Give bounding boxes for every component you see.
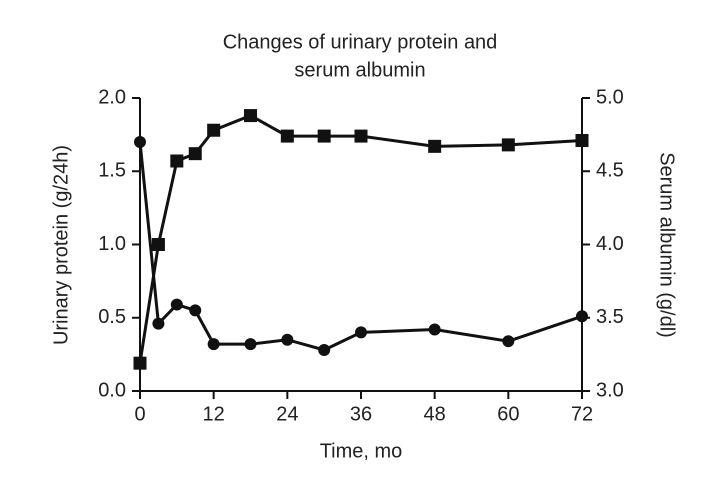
series-line — [138, 113, 583, 364]
y2-tick-label: 3.0 — [596, 379, 624, 401]
marker — [317, 129, 331, 143]
marker — [188, 147, 202, 161]
y-tick-label: 0.5 — [98, 306, 126, 328]
y2-tick-label: 3.5 — [596, 306, 624, 328]
marker — [428, 139, 442, 153]
x-tick-label: 12 — [203, 403, 225, 425]
y-tick-label: 2.0 — [98, 86, 126, 108]
y2-tick-label: 4.5 — [596, 160, 624, 182]
marker — [151, 238, 165, 251]
marker — [244, 109, 257, 123]
y-tick-label: 0.0 — [98, 379, 126, 401]
marker — [354, 129, 368, 143]
marker — [170, 298, 183, 311]
marker — [502, 335, 515, 348]
marker — [428, 323, 441, 336]
marker — [134, 135, 146, 148]
y2-tick-label: 4.0 — [596, 233, 624, 255]
x-tick-label: 24 — [276, 403, 298, 425]
marker — [207, 123, 221, 137]
marker — [576, 310, 588, 323]
chart-title: serum albumin — [294, 59, 425, 81]
marker — [280, 129, 294, 143]
y-axis-label: Urinary protein (g/24h) — [50, 145, 72, 345]
marker — [133, 356, 147, 370]
y2-tick-label: 5.0 — [596, 86, 624, 108]
x-tick-label: 60 — [497, 403, 519, 425]
y2-axis-label: Serum albumin (g/dl) — [656, 152, 678, 338]
x-axis-label: Time, mo — [320, 440, 403, 462]
marker — [189, 304, 202, 317]
y-tick-label: 1.0 — [98, 233, 126, 255]
x-tick-label: 0 — [134, 403, 145, 425]
y-tick-label: 1.5 — [98, 160, 126, 182]
x-tick-label: 36 — [350, 403, 372, 425]
marker — [244, 338, 257, 351]
marker — [281, 333, 294, 346]
series-line — [138, 141, 583, 352]
marker — [355, 326, 367, 339]
x-tick-label: 72 — [571, 403, 593, 425]
marker — [170, 154, 184, 168]
marker — [207, 338, 220, 351]
marker — [318, 343, 331, 356]
chart-title: Changes of urinary protein and — [223, 31, 498, 53]
x-tick-label: 48 — [424, 403, 446, 425]
marker — [575, 133, 589, 147]
marker — [152, 317, 165, 330]
marker — [501, 138, 515, 152]
